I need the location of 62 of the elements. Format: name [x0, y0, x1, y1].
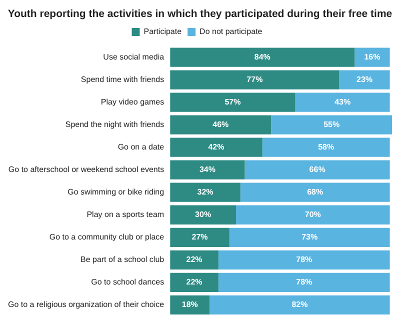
y-tick-label: Spend the night with friends	[65, 120, 164, 130]
y-tick-label: Go to a religious organization of their choice	[8, 300, 165, 310]
legend-label: Participate	[144, 27, 182, 36]
bar	[218, 272, 390, 292]
bar	[354, 48, 390, 67]
data-label: 73%	[302, 232, 318, 242]
data-label: 78%	[296, 255, 312, 264]
bar	[210, 295, 390, 315]
data-label: 30%	[195, 210, 212, 220]
data-label: 43%	[334, 97, 351, 106]
data-label: 23%	[356, 74, 373, 84]
bar	[244, 160, 390, 180]
y-tick-label: Use social media	[103, 52, 165, 62]
bar	[170, 160, 245, 180]
chart-title: Youth reporting the activities in which they participated during their free time	[6, 7, 394, 22]
y-tick-label: Spend time with friends	[80, 74, 164, 84]
data-label: 58%	[318, 142, 334, 152]
data-label: 18%	[182, 300, 198, 310]
bar	[236, 205, 390, 224]
bar	[170, 92, 296, 112]
bar	[229, 228, 390, 247]
y-tick-label: Go on a date	[118, 142, 165, 152]
data-label: 42%	[208, 142, 224, 152]
y-tick-label: Go to school dances	[91, 278, 164, 287]
bar	[339, 70, 390, 90]
bar	[170, 272, 218, 292]
bar	[170, 228, 230, 247]
y-tick-label: Go to a community club or place	[49, 232, 165, 242]
bar	[218, 250, 390, 270]
data-label: 77%	[246, 74, 263, 84]
data-label: 70%	[304, 210, 321, 220]
data-label: 16%	[364, 52, 380, 62]
data-label: 32%	[197, 188, 214, 197]
y-tick-label: Go swimming or bike riding	[68, 188, 164, 197]
y-tick-label: Play on a sports team	[86, 210, 164, 220]
legend-label: Do not participate	[200, 27, 263, 36]
data-label: 82%	[292, 300, 308, 310]
data-label: 55%	[324, 120, 340, 130]
data-label: 66%	[309, 165, 326, 174]
data-label: 34%	[199, 165, 216, 174]
y-tick-label: Go to afterschool or weekend school events	[8, 165, 164, 174]
y-tick-label: Be part of a school club	[80, 255, 165, 264]
data-label: 57%	[224, 97, 241, 106]
data-label: 68%	[307, 188, 324, 197]
bar	[262, 138, 390, 157]
bar	[271, 115, 392, 134]
bar	[240, 182, 390, 202]
data-label: 27%	[192, 232, 208, 242]
bar	[170, 70, 340, 90]
data-label: 22%	[186, 255, 202, 264]
data-label: 46%	[212, 120, 229, 130]
y-tick-label: Play video games	[100, 97, 164, 106]
bar	[170, 115, 272, 134]
bar	[170, 205, 236, 224]
bar	[170, 250, 218, 270]
data-label: 78%	[296, 278, 312, 287]
data-label: 84%	[254, 52, 270, 62]
bar	[170, 138, 262, 157]
bar	[170, 48, 355, 67]
data-label: 22%	[186, 278, 202, 287]
bar	[170, 182, 240, 202]
bar	[295, 92, 390, 112]
